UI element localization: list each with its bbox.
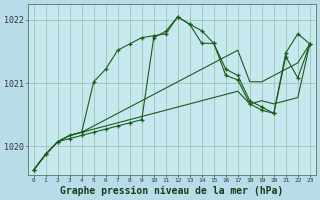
X-axis label: Graphe pression niveau de la mer (hPa): Graphe pression niveau de la mer (hPa)	[60, 186, 284, 196]
